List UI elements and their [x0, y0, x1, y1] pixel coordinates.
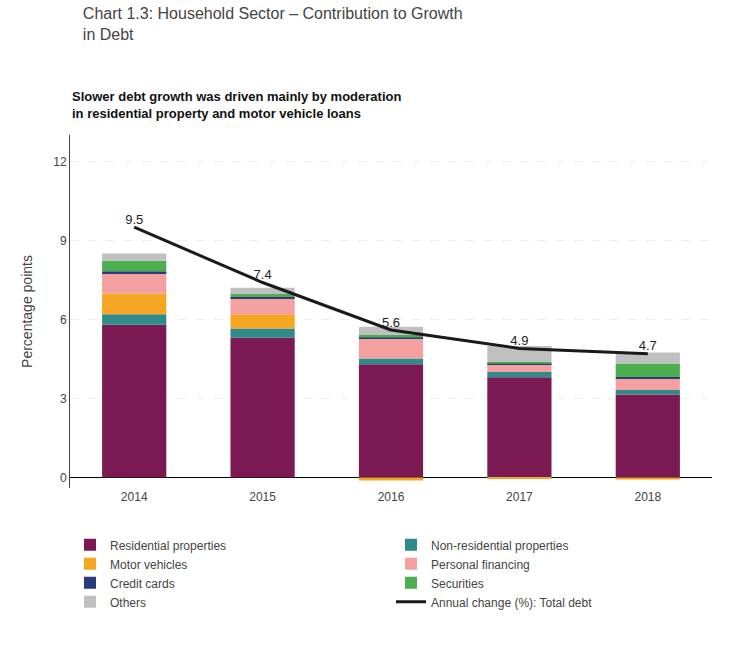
- svg-text:4.9: 4.9: [510, 333, 528, 348]
- svg-text:Chart 1.3: Household Sector –: Chart 1.3: Household Sector – Contributi…: [83, 5, 463, 43]
- svg-text:9: 9: [60, 234, 67, 248]
- svg-text:Non-residential properties: Non-residential properties: [431, 539, 568, 553]
- svg-text:2015: 2015: [249, 490, 276, 504]
- svg-text:3: 3: [60, 392, 67, 406]
- svg-text:7.4: 7.4: [254, 267, 272, 282]
- svg-text:2017: 2017: [506, 490, 533, 504]
- svg-text:4.7: 4.7: [639, 338, 657, 353]
- svg-text:6: 6: [60, 313, 67, 327]
- svg-text:2018: 2018: [634, 490, 661, 504]
- svg-text:Others: Others: [110, 596, 146, 610]
- svg-text:Credit cards: Credit cards: [110, 577, 175, 591]
- svg-text:5.6: 5.6: [382, 315, 400, 330]
- svg-text:Personal financing: Personal financing: [431, 558, 530, 572]
- svg-text:Motor vehicles: Motor vehicles: [110, 558, 187, 572]
- svg-text:2016: 2016: [378, 490, 405, 504]
- svg-text:Slower debt growth was driven: Slower debt growth was driven mainly by …: [72, 89, 401, 121]
- svg-text:Securities: Securities: [431, 577, 484, 591]
- svg-text:9.5: 9.5: [125, 212, 143, 227]
- svg-text:2014: 2014: [121, 490, 148, 504]
- svg-text:Percentage points: Percentage points: [19, 255, 35, 368]
- svg-text:Annual change (%): Total debt: Annual change (%): Total debt: [431, 596, 592, 610]
- svg-text:0: 0: [60, 471, 67, 485]
- svg-text:12: 12: [53, 155, 67, 169]
- svg-text:Residential properties: Residential properties: [110, 539, 226, 553]
